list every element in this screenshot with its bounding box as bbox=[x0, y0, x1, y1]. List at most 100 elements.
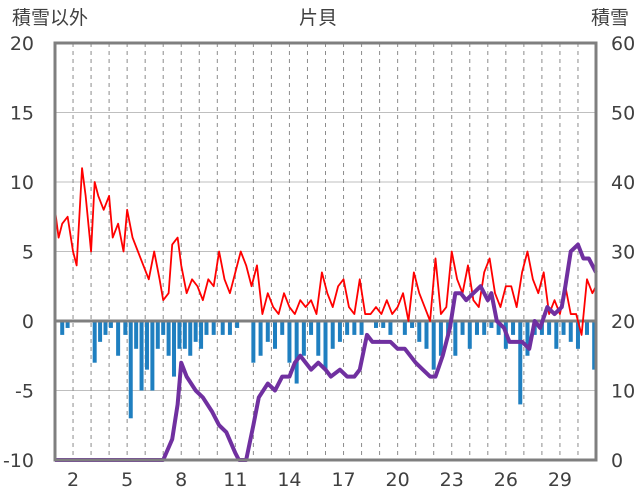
precipitation-bar bbox=[172, 321, 177, 377]
precipitation-bar bbox=[381, 321, 386, 328]
x-tick-label: 5 bbox=[121, 469, 133, 491]
precipitation-bar bbox=[258, 321, 263, 356]
grid bbox=[55, 42, 596, 461]
precipitation-bar bbox=[123, 321, 128, 335]
right-tick-label: 60 bbox=[611, 33, 635, 55]
x-tick-label: 26 bbox=[494, 469, 518, 491]
x-tick-label: 23 bbox=[440, 469, 464, 491]
precipitation-bar bbox=[467, 321, 472, 349]
precipitation-bar bbox=[65, 321, 70, 328]
precipitation-bar bbox=[316, 321, 321, 356]
precipitation-bar bbox=[144, 321, 149, 370]
precipitation-bar bbox=[388, 321, 393, 335]
precipitation-bar bbox=[211, 321, 216, 335]
x-tick-label: 2 bbox=[67, 469, 79, 491]
x-tick-label: 14 bbox=[277, 469, 301, 491]
precipitation-bar bbox=[116, 321, 121, 356]
precipitation-bar bbox=[561, 321, 566, 335]
precipitation-bar bbox=[496, 321, 501, 335]
right-tick-label: 20 bbox=[611, 311, 635, 333]
precipitation-bar bbox=[251, 321, 256, 363]
precipitation-bar bbox=[554, 321, 559, 349]
precipitation-bar bbox=[166, 321, 171, 356]
plot-frame bbox=[53, 41, 598, 462]
precipitation-bar bbox=[453, 321, 458, 356]
right-tick-label: 40 bbox=[611, 172, 635, 194]
x-tick-label: 8 bbox=[175, 469, 187, 491]
precipitation-bar bbox=[359, 321, 364, 335]
x-tick-label: 20 bbox=[386, 469, 410, 491]
precipitation-bar bbox=[204, 321, 209, 335]
left-axis-ticks: 20 15 10 5 0 -5 -10 bbox=[3, 33, 34, 472]
precipitation-bar bbox=[337, 321, 342, 342]
precipitation-bar bbox=[584, 321, 589, 335]
precipitation-bar bbox=[280, 321, 285, 335]
left-tick-label: -5 bbox=[15, 381, 34, 403]
precipitation-bar bbox=[474, 321, 479, 335]
precipitation-bar bbox=[431, 321, 436, 370]
precipitation-bar bbox=[182, 321, 187, 349]
x-axis-ticks: 2 5 8 11 14 17 20 23 26 29 bbox=[67, 469, 572, 491]
right-tick-label: 10 bbox=[611, 381, 635, 403]
precipitation-bar bbox=[309, 321, 314, 335]
precipitation-bar bbox=[287, 321, 292, 363]
precipitation-bar bbox=[188, 321, 193, 356]
precipitation-bar bbox=[294, 321, 299, 384]
right-axis-ticks: 60 50 40 30 20 10 0 bbox=[611, 33, 635, 472]
precipitation-bar bbox=[161, 321, 166, 335]
left-tick-label: 0 bbox=[22, 311, 34, 333]
precipitation-bar bbox=[98, 321, 103, 342]
precipitation-bar bbox=[323, 321, 328, 370]
precipitation-bar bbox=[489, 321, 494, 328]
precipitation-bar bbox=[438, 321, 443, 356]
precipitation-bar bbox=[199, 321, 204, 349]
precipitation-bar bbox=[155, 321, 160, 349]
right-tick-label: 50 bbox=[611, 103, 635, 125]
precipitation-bar bbox=[103, 321, 108, 335]
precipitation-bar bbox=[108, 321, 113, 328]
left-tick-label: 15 bbox=[10, 103, 34, 125]
precipitation-bar bbox=[139, 321, 144, 391]
right-axis-label: 積雪 bbox=[591, 7, 629, 29]
precipitation-bar bbox=[330, 321, 335, 349]
precipitation-bar bbox=[373, 321, 378, 328]
precipitation-bar bbox=[460, 321, 465, 335]
left-tick-label: 20 bbox=[10, 33, 34, 55]
precipitation-bar bbox=[128, 321, 133, 419]
precipitation-bar bbox=[568, 321, 573, 342]
precipitation-bar bbox=[575, 321, 580, 349]
right-tick-label: 0 bbox=[611, 450, 623, 472]
precipitation-bar bbox=[235, 321, 240, 328]
precipitation-bar bbox=[402, 321, 407, 335]
precipitation-bar bbox=[150, 321, 155, 391]
precipitation-bars bbox=[60, 321, 597, 419]
precipitation-bar bbox=[424, 321, 429, 349]
right-tick-label: 30 bbox=[611, 242, 635, 264]
precipitation-bar bbox=[345, 321, 350, 335]
precipitation-bar bbox=[518, 321, 523, 405]
precipitation-bar bbox=[301, 321, 306, 356]
x-tick-label: 17 bbox=[331, 469, 355, 491]
precipitation-bar bbox=[265, 321, 270, 342]
left-tick-label: 5 bbox=[22, 242, 34, 264]
x-tick-label: 11 bbox=[223, 469, 247, 491]
precipitation-bar bbox=[482, 321, 487, 335]
precipitation-bar bbox=[92, 321, 97, 363]
precipitation-bar bbox=[220, 321, 225, 335]
precipitation-bar bbox=[592, 321, 597, 370]
left-tick-label: -10 bbox=[3, 450, 34, 472]
precipitation-bar bbox=[227, 321, 232, 335]
precipitation-bar bbox=[511, 321, 516, 335]
precipitation-bar bbox=[177, 321, 182, 349]
precipitation-bar bbox=[410, 321, 415, 328]
precipitation-bar bbox=[352, 321, 357, 335]
chart-title: 片貝 bbox=[299, 7, 337, 29]
left-axis-label: 積雪以外 bbox=[12, 7, 88, 29]
temperature-series-line bbox=[54, 167, 597, 336]
left-tick-label: 10 bbox=[10, 172, 34, 194]
precipitation-bar bbox=[547, 321, 552, 335]
precipitation-bar bbox=[60, 321, 65, 335]
precipitation-bar bbox=[273, 321, 278, 349]
precipitation-bar bbox=[417, 321, 422, 342]
